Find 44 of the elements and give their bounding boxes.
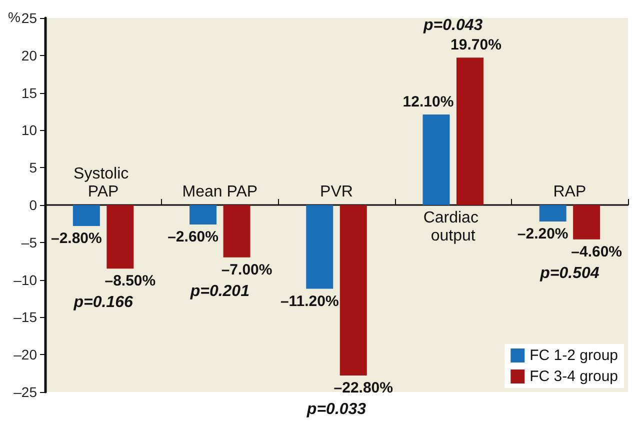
x-tick-label: Systolic PAP	[74, 166, 134, 200]
y-tick-label: 20	[21, 47, 38, 64]
y-tick-label: 0	[29, 197, 38, 213]
y-tick-label: –10	[14, 272, 38, 288]
bar	[573, 205, 600, 240]
data-label: –2.80%	[50, 230, 102, 247]
bar	[539, 205, 566, 222]
y-tick-label: 25	[21, 10, 38, 26]
annotation: p=0.166	[72, 294, 133, 312]
data-label: –2.20%	[517, 225, 568, 242]
data-label: –11.20%	[280, 292, 339, 310]
data-label: –22.80%	[334, 380, 393, 397]
bar	[456, 58, 484, 205]
x-tick-label: Cardiac output	[423, 210, 483, 244]
data-label: –2.60%	[168, 228, 218, 246]
x-tick-label: RAP	[553, 184, 586, 200]
bar	[106, 205, 134, 269]
bar	[422, 114, 450, 205]
legend-label: FC 1-2 group	[530, 347, 618, 364]
y-tick-label: 5	[29, 160, 38, 176]
data-label: 12.10%	[402, 93, 454, 110]
data-label: 19.70%	[450, 36, 502, 54]
annotation: p=0.201	[189, 282, 250, 300]
y-tick-label: –20	[14, 346, 38, 363]
bar	[340, 205, 367, 376]
data-label: –4.60%	[571, 243, 622, 260]
text: p=0.033	[306, 401, 366, 418]
data-label: –8.50%	[104, 272, 156, 290]
bar	[223, 205, 250, 258]
bar	[72, 205, 100, 226]
bar	[306, 205, 334, 289]
x-tick-label: PVR	[320, 184, 353, 200]
y-tick-label: –5	[21, 234, 38, 250]
legend-label: FC 3-4 group	[530, 368, 618, 385]
y-tick-label: –25	[14, 384, 38, 400]
annotation: p=0.504	[539, 264, 600, 282]
y-tick-label: 15	[21, 84, 38, 101]
y-tick-label: 10	[21, 122, 38, 138]
data-label: –7.00%	[221, 261, 272, 278]
x-tick-label: Mean PAP	[182, 184, 258, 200]
y-axis-title: %	[8, 9, 20, 25]
y-tick-label: –15	[14, 309, 38, 326]
annotation: p=0.043	[422, 17, 483, 34]
bar	[190, 205, 217, 224]
